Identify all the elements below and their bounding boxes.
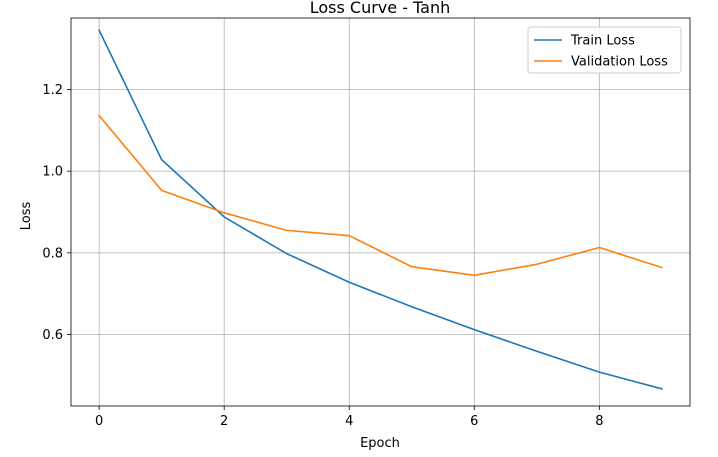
validation-loss-line [98, 114, 663, 277]
chart-title: Loss Curve - Tanh [310, 0, 451, 17]
x-tick-label: 8 [595, 414, 603, 429]
series-lines [98, 29, 663, 390]
train-loss-line [98, 29, 663, 390]
y-axis-label: Loss [19, 202, 34, 231]
x-tick-label: 4 [345, 414, 353, 429]
legend: Train Loss Validation Loss [527, 26, 682, 74]
legend-box [527, 26, 682, 74]
x-axis-label: Epoch [360, 436, 400, 451]
x-tick-label: 2 [220, 414, 228, 429]
y-tick-label: 1.2 [42, 83, 63, 98]
plot-frame [70, 17, 691, 407]
y-tick-label: 0.6 [42, 328, 63, 343]
plot-area [71, 18, 690, 406]
y-tick-label: 1.0 [42, 165, 63, 180]
legend-label-validation-loss: Validation Loss [571, 55, 668, 70]
axis-ticks: 0 2 4 6 8 0.6 0.8 1.0 1.2 [42, 83, 603, 429]
y-tick-label: 0.8 [42, 246, 63, 261]
legend-label-train-loss: Train Loss [570, 34, 635, 49]
x-tick-label: 0 [95, 414, 103, 429]
x-tick-label: 6 [470, 414, 478, 429]
